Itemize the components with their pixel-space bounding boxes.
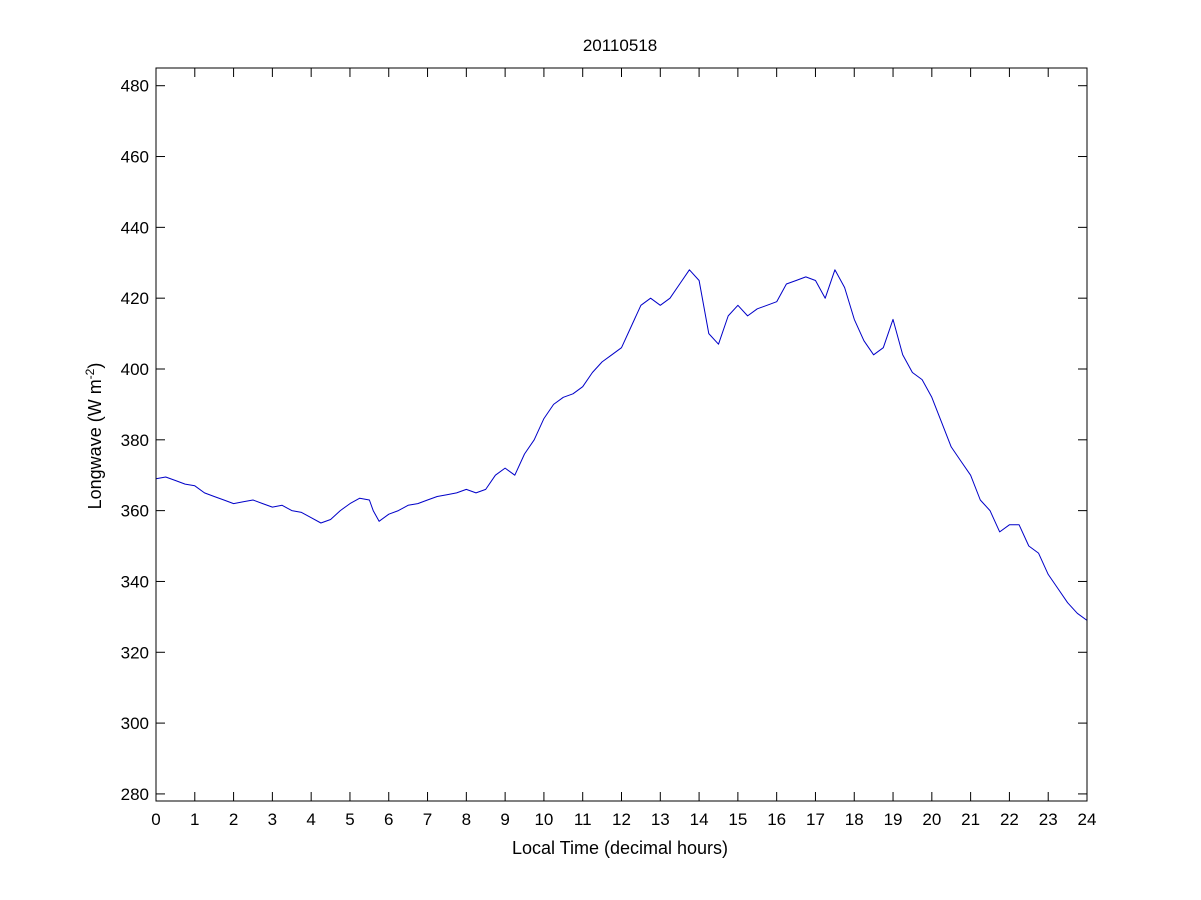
x-tick-label: 5 [345, 810, 354, 829]
y-axis-label-main: Longwave (W m [85, 379, 105, 509]
series-line-group [155, 269, 1088, 621]
y-tick-label: 480 [121, 77, 149, 96]
x-tick-label: 7 [423, 810, 432, 829]
x-tick-label: 10 [534, 810, 553, 829]
x-tick-label: 23 [1039, 810, 1058, 829]
x-tick-label: 19 [884, 810, 903, 829]
y-axis: 280 300 320 340 360 380 400 420 440 460 480 [121, 77, 1087, 804]
y-axis-label-close: ) [85, 363, 105, 369]
x-tick-label: 14 [690, 810, 709, 829]
x-axis-label: Local Time (decimal hours) [512, 838, 728, 858]
y-tick-label: 440 [121, 218, 149, 237]
chart-title: 20110518 [583, 36, 657, 55]
x-tick-label: 21 [961, 810, 980, 829]
x-tick-label: 3 [268, 810, 277, 829]
x-tick-label: 12 [612, 810, 631, 829]
x-tick-label: 22 [1000, 810, 1019, 829]
x-tick-label: 20 [922, 810, 941, 829]
y-tick-label: 280 [121, 785, 149, 804]
x-tick-label: 1 [190, 810, 199, 829]
x-tick-label: 9 [500, 810, 509, 829]
y-tick-label: 360 [121, 502, 149, 521]
y-axis-label: Longwave (W m-2) [83, 363, 105, 510]
series-line [155, 269, 1088, 621]
x-tick-label: 8 [462, 810, 471, 829]
x-tick-label: 16 [767, 810, 786, 829]
x-tick-label: 0 [151, 810, 160, 829]
x-axis: 0 1 2 3 4 5 6 7 8 9 10 11 12 13 14 15 16 17 18 19 20 21 22 23 24 [151, 68, 1096, 829]
x-tick-label: 17 [806, 810, 825, 829]
plot-frame [155, 67, 1088, 802]
x-tick-label: 2 [229, 810, 238, 829]
y-tick-label: 300 [121, 714, 149, 733]
y-tick-label: 420 [121, 289, 149, 308]
y-axis-label-exponent: -2 [83, 368, 97, 379]
y-tick-label: 380 [121, 431, 149, 450]
x-tick-label: 15 [728, 810, 747, 829]
y-tick-label: 340 [121, 572, 149, 591]
x-tick-label: 18 [845, 810, 864, 829]
y-tick-label: 400 [121, 360, 149, 379]
x-tick-label: 24 [1078, 810, 1097, 829]
x-tick-label: 13 [651, 810, 670, 829]
x-tick-label: 6 [384, 810, 393, 829]
y-tick-label: 320 [121, 643, 149, 662]
y-tick-label: 460 [121, 148, 149, 167]
x-tick-label: 4 [306, 810, 315, 829]
x-tick-label: 11 [574, 810, 592, 829]
